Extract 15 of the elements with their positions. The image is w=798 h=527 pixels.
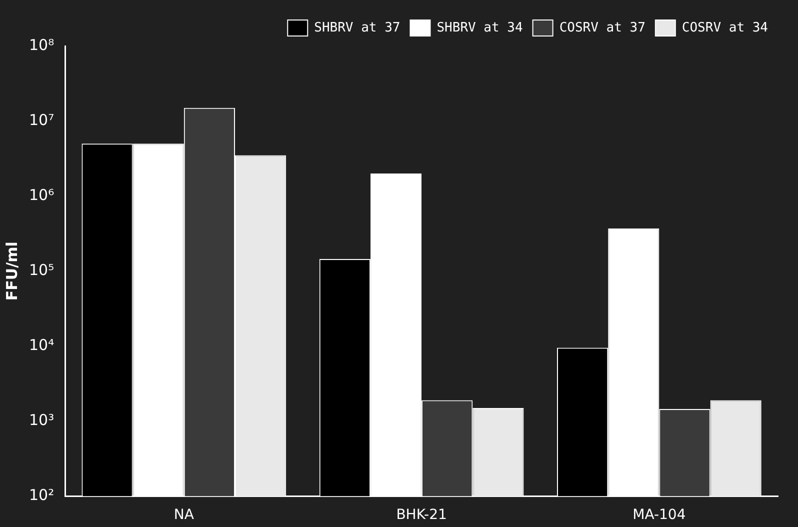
x-tick-label: BHK-21 (396, 507, 447, 524)
x-tick-label: NA (174, 507, 194, 524)
legend-label: SHBRV at 37 (314, 20, 400, 36)
y-tick-label: 10² (28, 486, 54, 504)
legend-label: COSRV at 34 (682, 20, 768, 36)
y-tick-label: 10⁸ (28, 36, 54, 54)
legend-label: SHBRV at 34 (436, 20, 523, 36)
legend-label: COSRV at 37 (559, 20, 646, 36)
y-axis-title: FFU/ml (2, 242, 21, 301)
x-tick-label: MA-104 (632, 507, 686, 524)
y-tick-label: 10⁷ (28, 110, 54, 129)
y-tick-label: 10⁴ (28, 336, 54, 354)
y-tick-label: 10⁵ (28, 260, 54, 279)
y-tick-label: 10⁶ (28, 186, 54, 204)
y-tick-label: 10³ (28, 411, 54, 430)
